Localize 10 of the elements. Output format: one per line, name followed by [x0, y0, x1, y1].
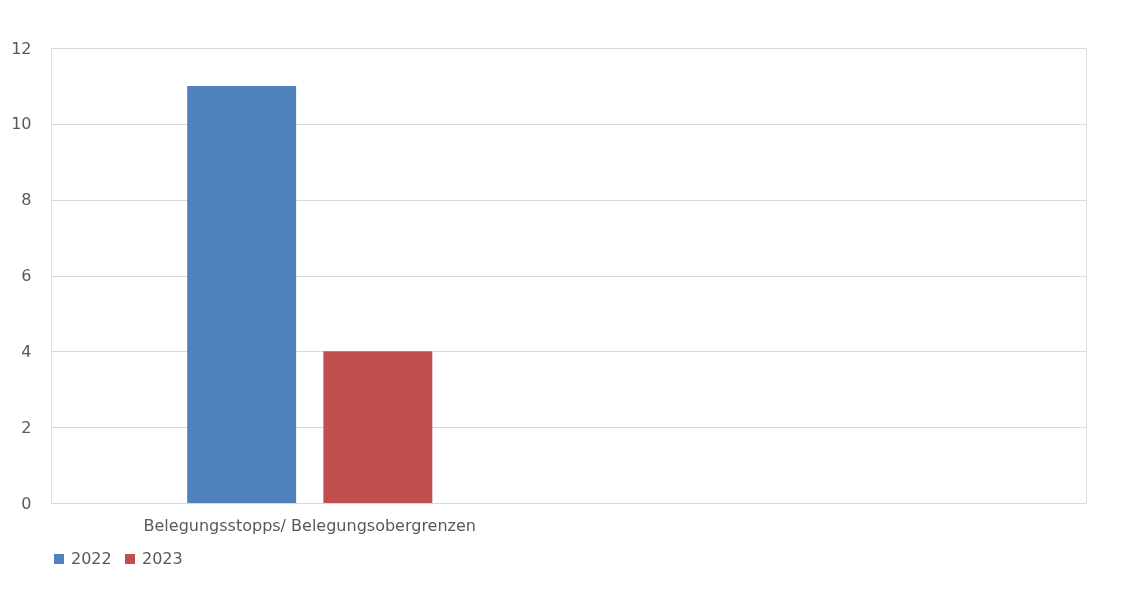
y-tick-label: 12 — [11, 38, 32, 58]
y-tick-label: 6 — [21, 266, 32, 285]
y-tick-label: 2 — [21, 417, 32, 437]
y-tick-label: 10 — [11, 114, 32, 134]
legend-label: 2023 — [142, 549, 183, 568]
legend-label: 2022 — [71, 549, 112, 568]
y-tick-label: 0 — [21, 493, 32, 513]
y-tick-label: 4 — [21, 341, 32, 361]
y-tick-label: 8 — [21, 190, 32, 210]
x-tick-label: Belegungsstopps/ Belegungsobergrenzen — [143, 515, 476, 535]
